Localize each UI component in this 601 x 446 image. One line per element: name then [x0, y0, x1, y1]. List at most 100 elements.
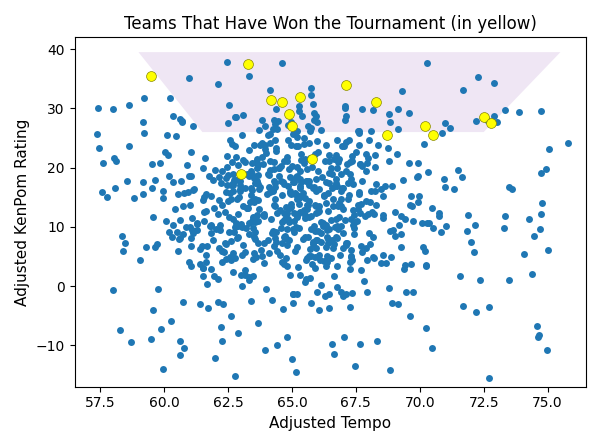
Point: [309, 184, 319, 191]
Point: [282, 157, 291, 165]
Point: [392, 150, 401, 157]
Point: [251, 218, 260, 225]
Point: [138, 190, 148, 198]
Point: [200, 208, 209, 215]
Point: [213, 211, 222, 218]
Point: [233, 211, 243, 218]
Point: [355, 209, 365, 216]
Point: [293, 173, 302, 180]
Point: [253, 180, 263, 187]
Point: [307, 225, 316, 232]
Point: [186, 149, 196, 156]
Point: [246, 191, 255, 198]
Point: [319, 258, 329, 265]
Point: [418, 244, 428, 251]
Point: [479, 114, 489, 121]
Point: [406, 261, 416, 268]
Point: [244, 173, 254, 180]
Point: [322, 221, 331, 228]
Point: [234, 161, 243, 168]
Point: [99, 160, 108, 167]
Point: [213, 298, 222, 306]
Point: [270, 136, 280, 143]
Point: [314, 186, 324, 193]
Point: [305, 178, 314, 185]
Point: [308, 101, 318, 108]
Point: [331, 151, 340, 158]
Point: [302, 206, 312, 213]
Point: [400, 261, 410, 268]
Point: [222, 188, 231, 195]
Point: [266, 215, 276, 223]
Point: [370, 152, 380, 159]
Point: [358, 248, 367, 255]
Point: [323, 235, 332, 242]
Point: [211, 225, 221, 232]
Point: [347, 256, 356, 264]
Point: [324, 226, 334, 233]
Point: [298, 190, 308, 197]
Point: [246, 297, 256, 305]
Point: [254, 127, 263, 134]
Point: [304, 140, 314, 147]
Point: [317, 219, 326, 226]
Point: [270, 183, 280, 190]
Point: [419, 248, 429, 255]
Point: [247, 171, 257, 178]
Point: [150, 243, 160, 250]
Point: [257, 252, 267, 259]
Point: [292, 244, 302, 251]
Point: [300, 194, 310, 202]
Point: [350, 212, 359, 219]
Point: [228, 250, 238, 257]
Point: [346, 158, 355, 165]
Point: [532, 322, 542, 330]
Point: [316, 281, 326, 289]
Point: [175, 234, 185, 241]
Point: [235, 186, 245, 193]
Point: [311, 176, 320, 183]
Point: [337, 188, 346, 195]
Point: [232, 234, 242, 241]
Point: [346, 252, 356, 260]
Point: [357, 163, 367, 170]
Point: [323, 240, 333, 247]
Point: [265, 157, 275, 165]
Point: [226, 256, 236, 264]
Point: [319, 191, 329, 198]
Point: [315, 306, 325, 313]
Point: [228, 140, 237, 147]
Point: [228, 268, 238, 275]
Point: [217, 337, 227, 344]
Point: [253, 171, 263, 178]
Point: [407, 203, 416, 210]
Point: [243, 60, 253, 67]
Point: [390, 209, 400, 216]
Point: [299, 159, 309, 166]
Point: [192, 226, 202, 233]
Point: [264, 250, 273, 257]
Point: [346, 216, 356, 223]
Point: [536, 211, 546, 218]
Point: [420, 123, 430, 130]
Point: [282, 214, 291, 221]
Point: [277, 99, 287, 106]
Point: [407, 192, 416, 199]
Point: [318, 219, 328, 226]
Point: [186, 242, 196, 249]
Point: [272, 209, 281, 216]
Point: [258, 117, 267, 124]
Point: [289, 217, 299, 224]
Point: [341, 242, 351, 249]
Point: [233, 223, 242, 230]
Point: [270, 234, 279, 241]
Point: [291, 224, 300, 231]
Point: [278, 306, 287, 313]
Point: [384, 284, 394, 291]
Point: [338, 292, 347, 299]
Point: [421, 263, 431, 270]
Point: [314, 202, 323, 210]
Point: [349, 222, 358, 229]
Point: [370, 164, 380, 171]
Point: [253, 217, 263, 224]
